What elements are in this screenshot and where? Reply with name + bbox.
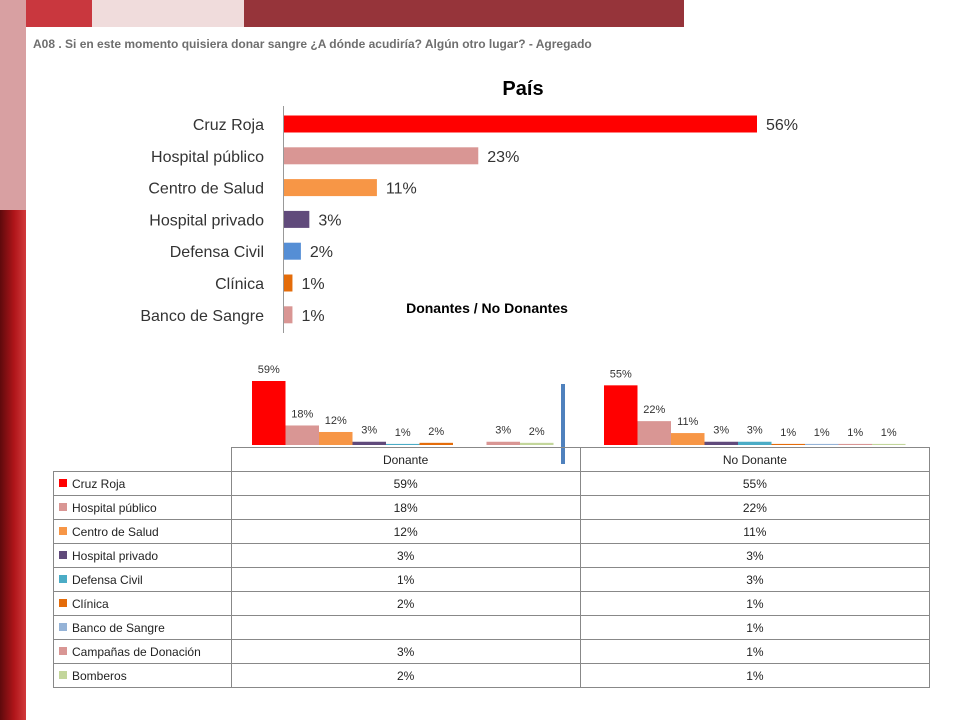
country-bar	[284, 210, 310, 228]
table-cell: 55%	[579, 471, 931, 496]
country-value-label: 11%	[386, 181, 417, 198]
side-band-top	[0, 0, 26, 210]
donor-bar	[704, 441, 738, 445]
table-series-label: Defensa Civil	[53, 567, 232, 592]
country-category-label: Centro de Salud	[148, 181, 264, 198]
country-value-label: 23%	[487, 149, 519, 166]
table-cell: 3%	[230, 543, 581, 568]
data-table: Donante No Donante Cruz Roja 59% 55% Hospital…	[53, 447, 931, 688]
table-cell: 3%	[579, 543, 931, 568]
country-category-label: Hospital público	[151, 149, 264, 166]
donor-bar	[805, 443, 839, 445]
country-bar	[284, 306, 293, 324]
table-series-label: Clínica	[53, 591, 232, 616]
table-cell: 22%	[579, 495, 931, 520]
table-cell: 1%	[579, 591, 931, 616]
table-series-label: Campañas de Donación	[53, 639, 232, 664]
country-bar	[284, 242, 301, 260]
legend-swatch	[59, 551, 67, 560]
country-bar-chart: País Cruz Roja 56% Hospital público 23% Cent…	[140, 78, 798, 333]
country-bar	[284, 147, 479, 165]
table-series-label: Centro de Salud	[53, 519, 232, 544]
table-series-label: Hospital privado	[53, 543, 232, 568]
table-row: Hospital público 18% 22%	[53, 495, 931, 520]
side-band-bottom	[0, 210, 26, 720]
country-category-label: Defensa Civil	[170, 244, 264, 261]
table-cell: 1%	[579, 615, 931, 640]
legend-swatch	[59, 647, 67, 656]
table-row: Bomberos 2% 1%	[53, 663, 931, 688]
header-band-2	[92, 0, 244, 27]
country-value-label: 56%	[766, 117, 798, 134]
table-row: Hospital privado 3% 3%	[53, 543, 931, 568]
table-cell	[230, 615, 581, 640]
country-value-label: 3%	[318, 212, 341, 229]
table-row: Cruz Roja 59% 55%	[53, 471, 931, 496]
legend-swatch	[59, 599, 67, 608]
country-category-label: Clínica	[215, 276, 264, 293]
country-value-label: 1%	[301, 276, 324, 293]
table-series-label: Bomberos	[53, 663, 232, 688]
table-column-header: No Donante	[579, 447, 931, 472]
table-row: Defensa Civil 1% 3%	[53, 567, 931, 592]
table-row: Banco de Sangre 1%	[53, 615, 931, 640]
country-category-label: Cruz Roja	[193, 117, 264, 134]
question-header: A08 . Si en este momento quisiera donar …	[33, 37, 592, 51]
legend-swatch	[59, 623, 67, 632]
donor-bar	[872, 443, 906, 445]
donor-bar	[352, 441, 386, 445]
donor-chart-title: Donantes / No Donantes	[406, 300, 568, 316]
country-category-label: Hospital privado	[149, 212, 264, 229]
donor-bar	[771, 443, 805, 445]
donor-bar	[838, 443, 872, 445]
table-cell: 1%	[579, 663, 931, 688]
country-value-label: 2%	[310, 244, 333, 261]
donor-bar	[738, 441, 772, 445]
table-cell: 2%	[230, 663, 581, 688]
table-series-label: Hospital público	[53, 495, 232, 520]
legend-swatch	[59, 527, 67, 536]
table-row: Campañas de Donación 3% 1%	[53, 639, 931, 664]
table-series-label: Banco de Sangre	[53, 615, 232, 640]
table-cell: 18%	[230, 495, 581, 520]
table-cell: 11%	[579, 519, 931, 544]
table-corner	[53, 447, 232, 472]
header-band-3	[244, 0, 684, 27]
table-cell: 1%	[579, 639, 931, 664]
country-bar	[284, 179, 377, 197]
country-bar	[284, 115, 757, 133]
table-column-header: Donante	[230, 447, 581, 472]
table-cell: 2%	[230, 591, 581, 616]
donor-bar	[520, 442, 554, 445]
table-cell: 3%	[579, 567, 931, 592]
table-cell: 12%	[230, 519, 581, 544]
table-row: Centro de Salud 12% 11%	[53, 519, 931, 544]
table-row: Clínica 2% 1%	[53, 591, 931, 616]
table-cell: 1%	[230, 567, 581, 592]
legend-swatch	[59, 575, 67, 584]
legend-swatch	[59, 479, 67, 488]
donor-bar	[486, 441, 520, 445]
donor-bar	[419, 442, 453, 445]
table-series-label: Cruz Roja	[53, 471, 232, 496]
table-cell: 59%	[230, 471, 581, 496]
donor-bar	[386, 443, 420, 445]
table-cell: 3%	[230, 639, 581, 664]
country-category-label: Banco de Sangre	[140, 308, 264, 325]
country-chart-title: País	[502, 78, 543, 100]
country-bar	[284, 274, 293, 292]
country-value-label: 1%	[301, 308, 324, 325]
legend-swatch	[59, 671, 67, 680]
legend-swatch	[59, 503, 67, 512]
